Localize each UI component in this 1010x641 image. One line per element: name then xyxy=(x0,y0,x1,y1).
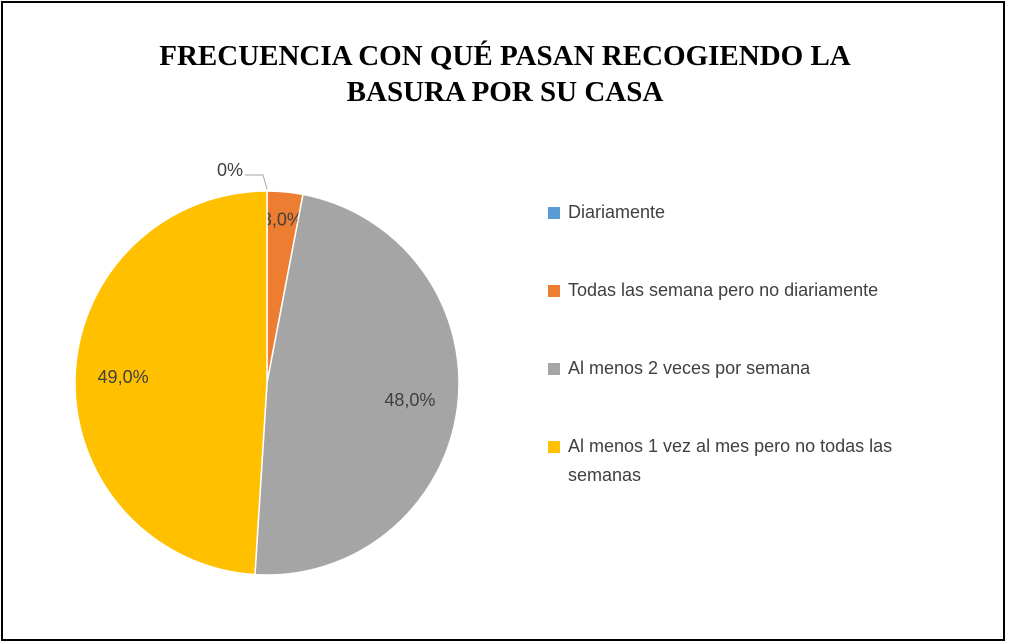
pie-slice xyxy=(74,190,268,576)
legend-item: Al menos 1 vez al mes pero no todas las … xyxy=(548,432,928,510)
legend-swatch xyxy=(548,285,560,297)
legend: Diariamente Todas las semana pero no diar… xyxy=(548,198,928,510)
legend-item: Diariamente xyxy=(548,198,928,276)
legend-label: Diariamente xyxy=(568,202,666,222)
data-label: 3,0% xyxy=(262,209,303,229)
legend-label: Al menos 2 veces por semana xyxy=(568,358,811,378)
data-label: 48,0% xyxy=(384,390,435,410)
legend-item: Todas las semana pero no diariamente xyxy=(548,276,928,354)
data-label: 0% xyxy=(217,160,243,180)
legend-item: Al menos 2 veces por semana xyxy=(548,354,928,432)
legend-label: Todas las semana pero no diariamente xyxy=(568,280,879,300)
legend-swatch xyxy=(548,363,560,375)
legend-swatch xyxy=(548,441,560,453)
data-label: 49,0% xyxy=(98,367,149,387)
pie-slice xyxy=(254,193,460,576)
legend-swatch xyxy=(548,207,560,219)
leader-line xyxy=(245,174,268,190)
chart-title: FRECUENCIA CON QUÉ PASAN RECOGIENDO LA B… xyxy=(159,40,851,108)
legend-label: Al menos 1 vez al mes pero no todas las … xyxy=(568,436,893,485)
